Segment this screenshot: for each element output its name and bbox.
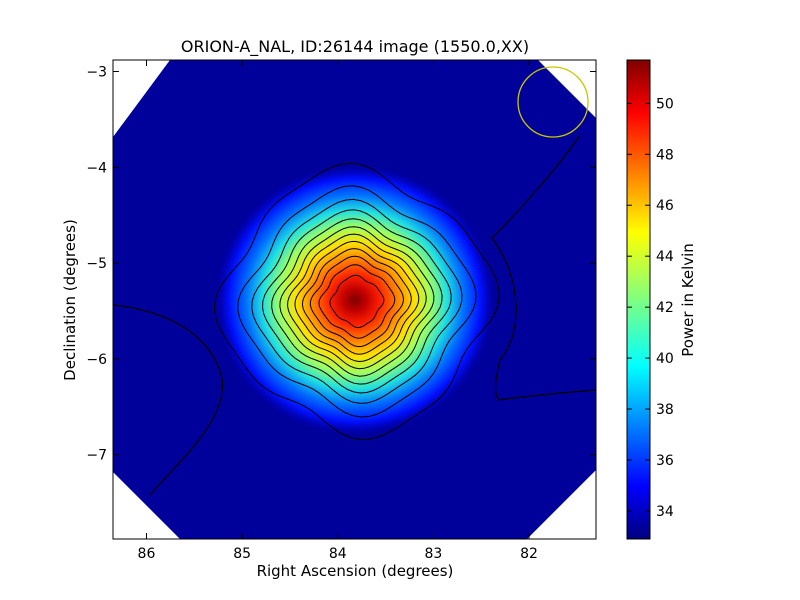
colorbar-tick-label: 48 <box>656 147 674 163</box>
contour-line <box>309 255 404 348</box>
colorbar-tick-label: 38 <box>656 402 674 418</box>
contour-line <box>213 162 500 441</box>
y-tick-label: −3 <box>86 64 107 80</box>
x-tick-label: 84 <box>329 546 347 562</box>
colorbar-ticks: 34 36 38 40 42 44 46 48 50 <box>627 96 674 520</box>
chart-title: ORION-A_NAL, ID:26144 image (1550.0,XX) <box>181 37 529 57</box>
x-tick-label: 82 <box>520 546 538 562</box>
source-emission <box>215 165 495 435</box>
contour-group <box>213 162 500 441</box>
colorbar-tick-label: 40 <box>656 351 674 367</box>
plot-frame <box>112 59 597 540</box>
colorbar-tick-label: 50 <box>656 96 674 112</box>
colorbar-tick-label: 46 <box>656 198 674 214</box>
plot-area <box>113 60 596 539</box>
y-tick-label: −6 <box>86 352 107 368</box>
x-tick-label: 83 <box>424 546 442 562</box>
contour-line <box>262 209 452 394</box>
beam-marker <box>517 66 589 138</box>
x-axis-label: Right Ascension (degrees) <box>257 562 454 580</box>
colorbar-tick-label: 42 <box>656 300 674 316</box>
x-tick-label: 86 <box>138 546 156 562</box>
y-tick-label: −7 <box>86 448 107 464</box>
contour-line <box>279 226 435 377</box>
y-axis-label: Declination (degrees) <box>61 219 79 381</box>
contour-line <box>251 198 463 404</box>
contour-line-left <box>113 304 224 496</box>
contour-line <box>271 218 443 385</box>
y-tick-label: −4 <box>86 160 107 176</box>
colorbar-tick-label: 44 <box>656 249 674 265</box>
y-axis: −3 −4 −5 −6 −7 <box>86 64 596 464</box>
colorbar-label: Power in Kelvin <box>679 243 697 357</box>
colorbar-tick-label: 34 <box>656 504 674 520</box>
contour-line <box>329 274 385 329</box>
x-tick-label: 85 <box>233 546 251 562</box>
y-tick-label: −5 <box>86 256 107 272</box>
contour-line-right <box>491 134 596 401</box>
x-axis: 86 85 84 83 82 <box>138 60 538 562</box>
contour-line <box>318 264 396 339</box>
colorbar <box>626 59 651 540</box>
contour-line <box>301 248 412 355</box>
contour-line <box>287 233 427 370</box>
contour-line <box>237 185 477 418</box>
colorbar-tick-label: 36 <box>656 453 674 469</box>
contour-line <box>294 240 420 363</box>
